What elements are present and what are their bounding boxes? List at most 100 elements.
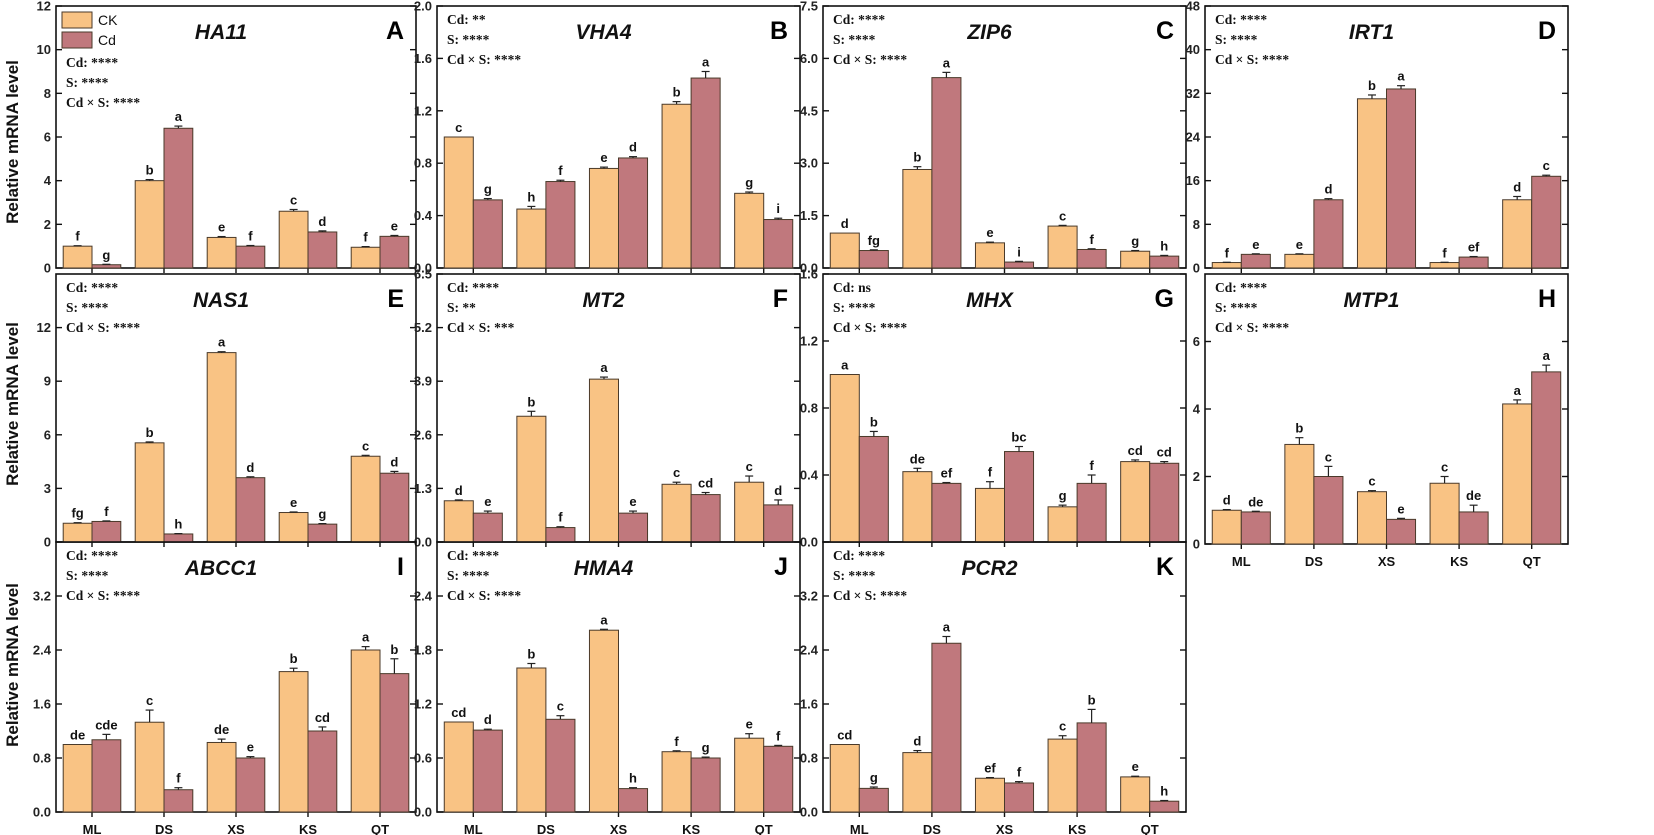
significance-letter: h <box>527 189 535 204</box>
significance-letter: f <box>674 734 679 749</box>
stats-line: Cd: **** <box>1215 280 1267 295</box>
stats-line: Cd × S: **** <box>447 588 521 603</box>
y-tick-label: 24 <box>1186 130 1201 145</box>
y-tick-label: 8 <box>44 86 51 101</box>
panel-e: 0 3 6 9 12 fg f b h a d e g c d NAS1 E Cd: **** S: **** Cd … <box>37 273 417 550</box>
significance-letter: c <box>290 192 297 207</box>
plot-frame <box>822 5 1187 269</box>
panel-letter: J <box>774 553 788 581</box>
bar-cd <box>91 739 122 813</box>
significance-letter: d <box>484 712 492 727</box>
significance-letter: c <box>146 693 153 708</box>
bar-ck <box>1047 225 1078 269</box>
bar-ck <box>661 103 692 269</box>
y-tick-label: 1.6 <box>414 51 432 66</box>
bar-cd <box>690 757 721 813</box>
stats-line: S: ** <box>447 300 476 315</box>
gene-name: ZIP6 <box>966 21 1012 44</box>
bar-ck <box>1047 738 1078 813</box>
bar-cd <box>545 718 576 813</box>
bar-ck <box>443 136 474 269</box>
y-tick-label: 0.4 <box>800 468 819 483</box>
stats-line: S: **** <box>66 568 109 583</box>
significance-letter: f <box>1089 232 1094 247</box>
bar-ck <box>902 471 933 543</box>
gene-name: MT2 <box>583 289 625 312</box>
y-tick-label: 0 <box>44 261 51 276</box>
y-tick-label: 16 <box>1186 173 1200 188</box>
stats-line: Cd: **** <box>447 280 499 295</box>
stats-line: S: **** <box>66 300 109 315</box>
bar-ck <box>1047 506 1078 543</box>
significance-letter: g <box>745 175 753 190</box>
legend-swatch-ck <box>61 11 93 29</box>
bar-ck <box>1120 776 1151 813</box>
gene-name: VHA4 <box>575 21 631 44</box>
gene-name: IRT1 <box>1349 21 1394 44</box>
x-category-label: XS <box>996 822 1014 835</box>
significance-letter: e <box>1252 237 1259 252</box>
significance-letter: ef <box>1468 240 1480 255</box>
legend: CK Cd <box>61 11 118 49</box>
x-category-label: KS <box>1068 822 1086 835</box>
panel-j: 0.0 0.6 1.2 1.8 2.4 ML cd d DS b c XS a h KS f g QT e f HMA4… <box>414 541 801 835</box>
y-tick-label: 3.2 <box>800 589 818 604</box>
x-category-label: KS <box>682 822 700 835</box>
significance-letter: ef <box>984 761 996 776</box>
bar-ck <box>443 721 474 813</box>
bar-cd <box>1004 451 1035 543</box>
bar-cd <box>1386 518 1417 545</box>
significance-letter: b <box>390 642 398 657</box>
y-tick-label: 12 <box>37 0 51 14</box>
significance-letter: h <box>174 517 182 532</box>
y-tick-label: 0 <box>1193 537 1200 552</box>
bar-cd <box>858 250 889 269</box>
significance-letter: b <box>146 163 154 178</box>
significance-letter: a <box>841 358 849 373</box>
x-category-label: XS <box>1378 554 1396 569</box>
significance-letter: cd <box>698 476 713 491</box>
significance-letter: b <box>673 85 681 100</box>
y-tick-label: 0 <box>44 535 51 550</box>
bar-cd <box>1004 261 1035 269</box>
significance-letter: d <box>774 483 782 498</box>
significance-letter: a <box>218 335 226 350</box>
y-tick-label: 0.8 <box>800 401 818 416</box>
x-category-label: ML <box>464 822 483 835</box>
significance-letter: cd <box>315 710 330 725</box>
significance-letter: e <box>600 150 607 165</box>
significance-letter: d <box>455 483 463 498</box>
bar-cd <box>1149 800 1180 813</box>
stats-line: Cd: **** <box>833 548 885 563</box>
stats-line: Cd: **** <box>66 548 118 563</box>
y-tick-label: 2.4 <box>800 643 819 658</box>
x-category-label: XS <box>227 822 245 835</box>
y-tick-label: 6.0 <box>800 51 818 66</box>
gene-name: HMA4 <box>574 557 634 580</box>
stats-line: Cd × S: *** <box>447 320 515 335</box>
stats-line: Cd × S: **** <box>1215 52 1289 67</box>
significance-letter: cd <box>837 728 852 743</box>
significance-letter: b <box>1295 421 1303 436</box>
bar-cd <box>618 157 649 269</box>
significance-letter: de <box>1466 488 1481 503</box>
bar-cd <box>472 512 503 543</box>
y-tick-label: 2.4 <box>414 589 433 604</box>
y-tick-label: 7.5 <box>800 0 818 14</box>
significance-letter: e <box>1397 501 1404 516</box>
significance-letter: a <box>943 55 951 70</box>
y-tick-label: 0.6 <box>414 751 432 766</box>
significance-letter: cd <box>1157 445 1172 460</box>
significance-letter: e <box>484 494 491 509</box>
significance-letter: fg <box>868 233 880 248</box>
significance-letter: g <box>870 770 878 785</box>
significance-letter: d <box>629 140 637 155</box>
bar-ck <box>902 168 933 269</box>
panel-letter: I <box>397 553 404 581</box>
bar-cd <box>163 127 194 269</box>
y-tick-label: 2.4 <box>33 643 52 658</box>
bar-ck <box>1284 443 1315 545</box>
x-category-label: QT <box>371 822 389 835</box>
bar-ck <box>974 242 1006 269</box>
